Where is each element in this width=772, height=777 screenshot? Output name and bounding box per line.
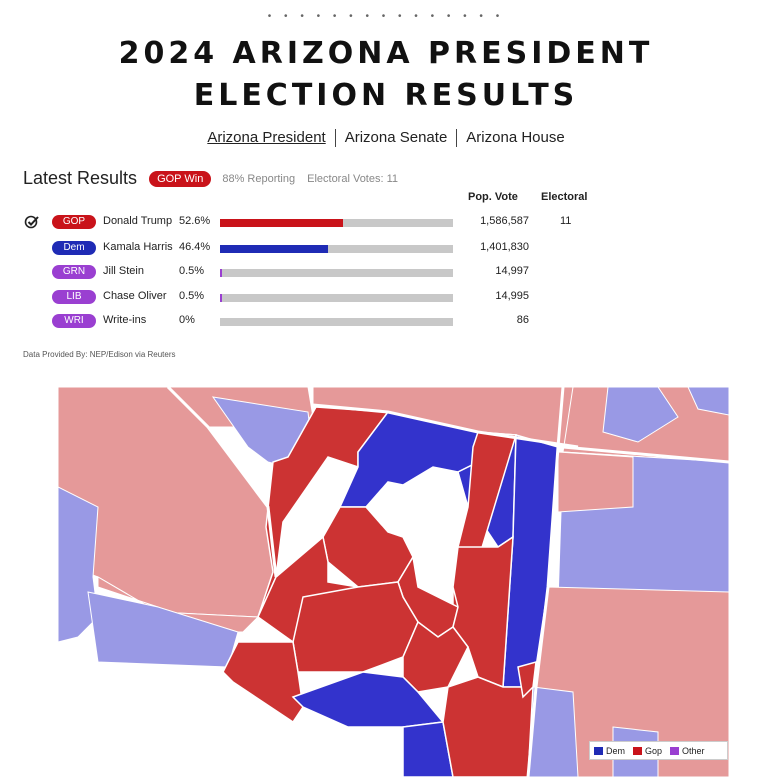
candidate-percent: 0.5% xyxy=(179,290,205,302)
candidate-percent: 46.4% xyxy=(179,241,211,253)
map-region-ca-south-dem xyxy=(87,591,239,668)
electoral-votes-text: Electoral Votes: 11 xyxy=(307,172,399,185)
candidate-row: Dem Kamala Harris 46.4% 1,401,830 xyxy=(0,240,772,256)
candidate-percent: 0.5% xyxy=(179,265,205,277)
map-county-graham xyxy=(452,535,514,689)
candidate-row: LIB Chase Oliver 0.5% 14,995 xyxy=(0,289,772,305)
nav-arizona-house[interactable]: Arizona House xyxy=(456,129,573,147)
vote-share-bar xyxy=(220,269,453,277)
candidate-name: Kamala Harris xyxy=(103,241,173,253)
party-badge: GOP xyxy=(52,215,96,229)
legend-item-dem: Dem xyxy=(594,746,625,756)
party-badge: Dem xyxy=(52,241,96,255)
popular-votes: 14,995 xyxy=(495,290,529,302)
candidate-name: Write-ins xyxy=(103,314,147,326)
decorative-dots: • • • • • • • • • • • • • • • xyxy=(267,11,505,22)
map-county-santa-cruz xyxy=(402,721,454,777)
results-header: Latest Results GOP Win 88% Reporting Ele… xyxy=(23,168,398,189)
nav-arizona-senate[interactable]: Arizona Senate xyxy=(334,129,457,147)
county-results-map[interactable] xyxy=(58,387,729,777)
vote-share-fill xyxy=(220,219,343,227)
map-state-border xyxy=(166,387,278,578)
popular-votes: 1,401,830 xyxy=(480,241,529,253)
map-legend: Dem Gop Other xyxy=(589,741,728,760)
candidate-name: Jill Stein xyxy=(103,265,144,277)
popular-votes: 86 xyxy=(516,314,529,326)
map-county-cochise xyxy=(442,676,534,777)
legend-swatch-dem xyxy=(594,746,603,755)
electoral-header: Electoral xyxy=(541,191,588,203)
data-source-note: Data Provided By: NEP/Edison via Reuters xyxy=(23,350,176,359)
party-badge: WRI xyxy=(52,314,96,328)
candidate-percent: 52.6% xyxy=(179,215,211,227)
win-badge: GOP Win xyxy=(149,170,212,187)
vote-share-fill xyxy=(220,294,223,302)
legend-swatch-gop xyxy=(633,746,643,755)
race-nav: Arizona President Arizona Senate Arizona… xyxy=(0,129,772,147)
candidate-row: GRN Jill Stein 0.5% 14,997 xyxy=(0,264,772,280)
legend-item-other: Other xyxy=(670,746,705,756)
map-region-colorado-dem-ne xyxy=(687,387,729,416)
map-state-border xyxy=(312,403,579,449)
legend-label-gop: Gop xyxy=(645,745,663,756)
map-county-maricopa xyxy=(292,581,419,673)
map-state-border xyxy=(562,445,729,464)
map-region-nm-red-1 xyxy=(557,451,634,513)
popular-votes: 1,586,587 xyxy=(480,215,529,227)
pop-vote-header: Pop. Vote xyxy=(468,191,518,203)
candidate-percent: 0% xyxy=(179,314,195,326)
vote-share-bar xyxy=(220,245,453,253)
map-county-greenlee xyxy=(517,660,537,699)
legend-label-dem: Dem xyxy=(606,745,626,756)
results-heading: Latest Results xyxy=(23,168,138,188)
map-region-colorado-dem xyxy=(602,387,679,443)
vote-share-fill xyxy=(220,269,223,277)
party-badge: GRN xyxy=(52,265,96,279)
check-circle-icon xyxy=(24,215,39,229)
legend-item-gop: Gop xyxy=(633,746,662,756)
vote-share-bar xyxy=(220,294,453,302)
party-badge: LIB xyxy=(52,290,96,304)
electoral-votes: 11 xyxy=(560,215,572,227)
vote-share-bar xyxy=(220,219,453,227)
popular-votes: 14,997 xyxy=(495,265,529,277)
reporting-status: 88% Reporting xyxy=(222,172,296,185)
legend-label-other: Other xyxy=(682,745,705,756)
vote-share-fill xyxy=(220,245,329,253)
map-state-border xyxy=(526,387,565,777)
vote-share-bar xyxy=(220,318,453,326)
map-county-yuma xyxy=(222,641,304,724)
page-title: 2024 ARIZONA PRESIDENT ELECTION RESULTS xyxy=(118,36,654,113)
candidate-row: WRI Write-ins 0% 86 xyxy=(0,313,772,329)
candidate-row: GOP Donald Trump 52.6% 1,586,587 11 xyxy=(0,214,772,230)
legend-swatch-other xyxy=(670,746,680,755)
nav-arizona-president[interactable]: Arizona President xyxy=(207,129,326,146)
candidate-name: Chase Oliver xyxy=(103,290,167,302)
candidate-name: Donald Trump xyxy=(103,215,173,227)
